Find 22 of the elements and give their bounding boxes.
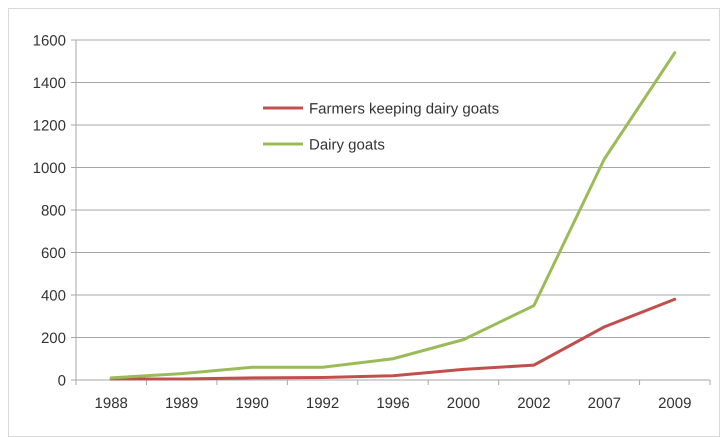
y-tick-label: 1000 (32, 160, 66, 177)
legend-label: Farmers keeping dairy goats (309, 100, 500, 118)
x-tick-label: 1996 (376, 395, 410, 412)
x-tick-label: 2007 (588, 395, 622, 412)
y-tick-label: 200 (40, 330, 66, 347)
x-tick-label: 1992 (306, 395, 340, 412)
y-tick-label: 1400 (32, 74, 66, 92)
line-series (110, 51, 676, 380)
y-tick-label: 0 (58, 372, 66, 390)
x-tick-label: 2009 (658, 395, 692, 412)
y-tick-label: 1200 (32, 117, 66, 134)
y-tick-label: 600 (40, 244, 66, 262)
x-tick-label: 1990 (235, 395, 269, 412)
x-tick-label: 1989 (164, 395, 198, 412)
line-series (110, 298, 676, 380)
y-tick-label: 1600 (32, 32, 66, 50)
y-tick-label: 800 (40, 202, 66, 220)
y-tick-label: 400 (40, 287, 66, 304)
x-tick-label: 1988 (94, 395, 128, 412)
x-tick-label: 2000 (446, 395, 480, 412)
legend-label: Dairy goats (309, 136, 385, 154)
x-tick-label: 2002 (517, 395, 551, 412)
